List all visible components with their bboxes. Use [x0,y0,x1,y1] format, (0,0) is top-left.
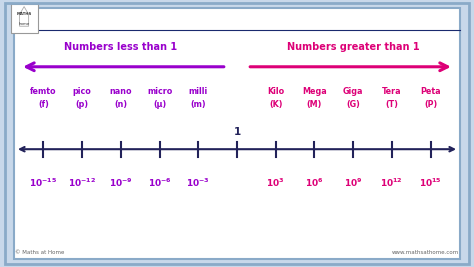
FancyBboxPatch shape [10,4,37,33]
Text: $\mathbf{10^{3}}$: $\mathbf{10^{3}}$ [266,177,285,189]
Text: nano
(n): nano (n) [109,87,132,109]
Text: $\mathbf{10^{-15}}$: $\mathbf{10^{-15}}$ [29,177,57,189]
Text: MATHS: MATHS [17,13,32,17]
Text: $\mathbf{10^{-12}}$: $\mathbf{10^{-12}}$ [68,177,96,189]
Text: $\mathbf{10^{9}}$: $\mathbf{10^{9}}$ [344,177,363,189]
Text: 1: 1 [233,127,241,137]
Polygon shape [19,7,28,26]
Text: Giga
(G): Giga (G) [343,87,364,109]
Text: $\mathbf{10^{15}}$: $\mathbf{10^{15}}$ [419,177,442,189]
Text: $\mathbf{10^{-3}}$: $\mathbf{10^{-3}}$ [186,177,210,189]
Text: $\mathbf{10^{-9}}$: $\mathbf{10^{-9}}$ [109,177,133,189]
Text: $\mathbf{10^{-6}}$: $\mathbf{10^{-6}}$ [147,177,172,189]
Text: Numbers greater than 1: Numbers greater than 1 [287,42,419,52]
Text: Peta
(P): Peta (P) [420,87,441,109]
Text: Numbers less than 1: Numbers less than 1 [64,42,177,52]
Text: milli
(m): milli (m) [189,87,208,109]
Text: © Maths at Home: © Maths at Home [15,250,64,255]
Text: Kilo
(K): Kilo (K) [267,87,284,109]
Text: pico
(p): pico (p) [73,87,91,109]
Text: $\mathbf{10^{12}}$: $\mathbf{10^{12}}$ [381,177,403,189]
Text: micro
(μ): micro (μ) [147,87,172,109]
Text: Mega
(M): Mega (M) [302,87,327,109]
Text: home: home [18,22,30,26]
Text: www.mathsathome.com: www.mathsathome.com [392,250,459,255]
Text: $\mathbf{10^{6}}$: $\mathbf{10^{6}}$ [305,177,324,189]
Text: femto
(f): femto (f) [30,87,57,109]
Text: Tera
(T): Tera (T) [382,87,401,109]
